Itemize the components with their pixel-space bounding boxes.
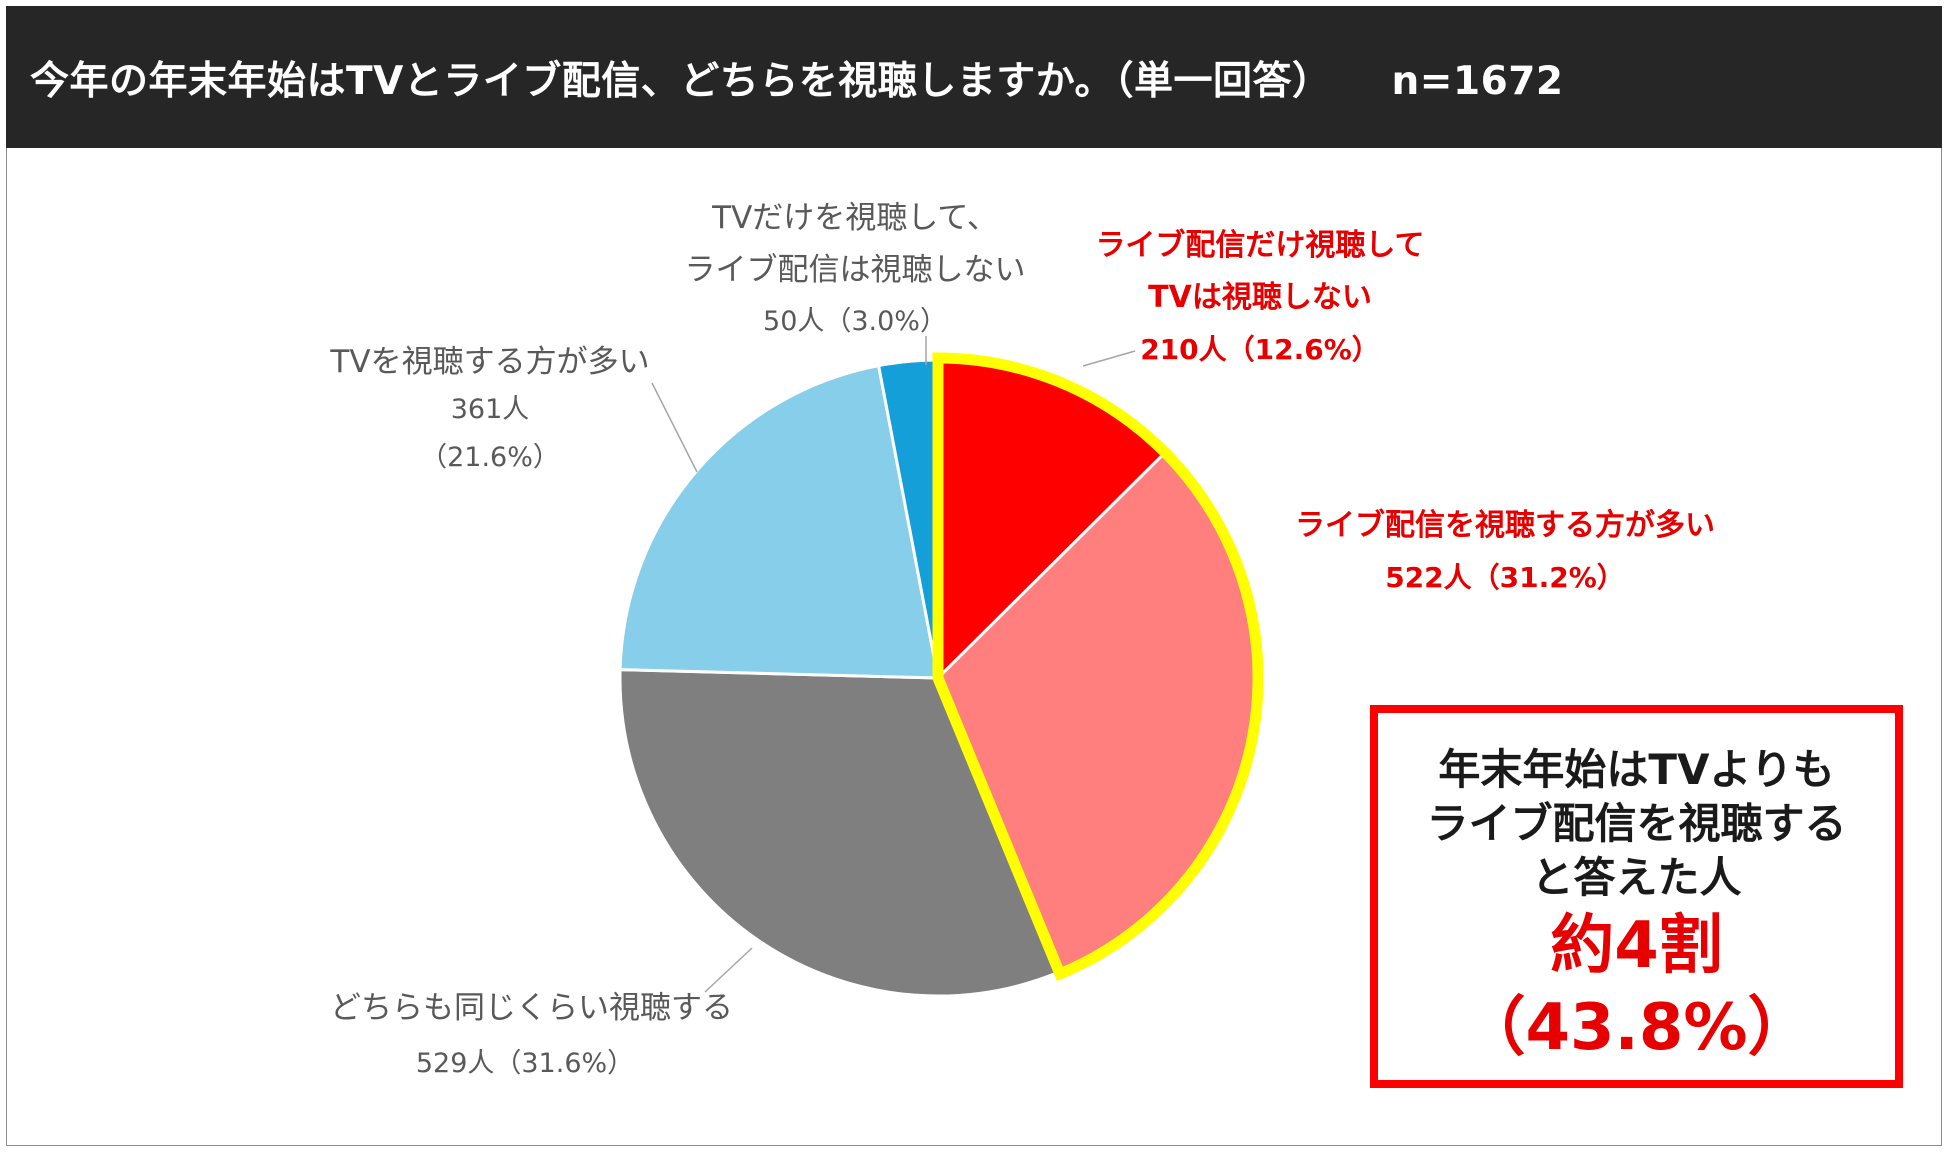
label-tv-only-line1: TVだけを視聴して、 xyxy=(712,200,998,236)
title-bar: 今年の年末年始はTVとライブ配信、どちらを視聴しますか。（単一回答） n=1672 xyxy=(6,6,1942,148)
callout-line-1: 年末年始はTVよりも xyxy=(1438,745,1835,794)
label-live-only-line1: ライブ配信だけ視聴して xyxy=(1095,228,1425,263)
label-live-more-name: ライブ配信を視聴する方が多い xyxy=(1295,508,1715,543)
callout-big-percent: （43.8%） xyxy=(1461,991,1812,1065)
label-tv-more-count: 361人 xyxy=(450,394,530,425)
callout-line-2: ライブ配信を視聴する xyxy=(1426,799,1847,848)
label-both-same-name: どちらも同じくらい視聴する xyxy=(330,990,733,1026)
summary-callout: 年末年始はTVよりも ライブ配信を視聴する と答えた人 約4割 （43.8%） xyxy=(1370,705,1903,1088)
slice-tv-more xyxy=(618,363,940,680)
label-live-more-count: 522人（31.2%） xyxy=(1385,561,1625,594)
callout-text: 年末年始はTVよりも ライブ配信を視聴する と答えた人 xyxy=(1378,743,1895,905)
slice-both-same xyxy=(618,668,1062,998)
label-tv-only: TVだけを視聴して、 ライブ配信は視聴しない 50人（3.0%） xyxy=(670,192,1040,348)
label-tv-more-name: TVを視聴する方が多い xyxy=(330,344,650,380)
callout-big-ratio: 約4割 xyxy=(1550,909,1723,983)
callout-line-3: と答えた人 xyxy=(1531,853,1742,902)
leader-tv-more xyxy=(651,382,698,473)
label-live-only-line2: TVは視聴しない xyxy=(1148,280,1372,315)
label-both-same-count: 529人（31.6%） xyxy=(415,1048,635,1079)
sample-size: n=1672 xyxy=(1391,59,1564,104)
label-live-only: ライブ配信だけ視聴して TVは視聴しない 210人（12.6%） xyxy=(1085,220,1435,376)
label-live-only-count: 210人（12.6%） xyxy=(1140,333,1380,366)
leader-live-only xyxy=(1082,350,1136,367)
label-tv-more-percent: （21.6%） xyxy=(420,442,560,473)
label-live-more: ライブ配信を視聴する方が多い 522人（31.2%） xyxy=(1270,500,1740,604)
leader-both-same xyxy=(704,947,753,993)
label-tv-only-line2: ライブ配信は視聴しない xyxy=(684,252,1026,288)
label-both-same: どちらも同じくらい視聴する 529人（31.6%） xyxy=(330,980,733,1092)
label-tv-only-count: 50人（3.0%） xyxy=(763,306,947,337)
label-tv-more: TVを視聴する方が多い 361人 （21.6%） xyxy=(315,338,665,482)
highlight-outline xyxy=(932,352,1264,982)
title-text: 今年の年末年始はTVとライブ配信、どちらを視聴しますか。（単一回答） xyxy=(30,59,1332,104)
chart-title: 今年の年末年始はTVとライブ配信、どちらを視聴しますか。（単一回答） n=1672 xyxy=(30,50,1564,106)
